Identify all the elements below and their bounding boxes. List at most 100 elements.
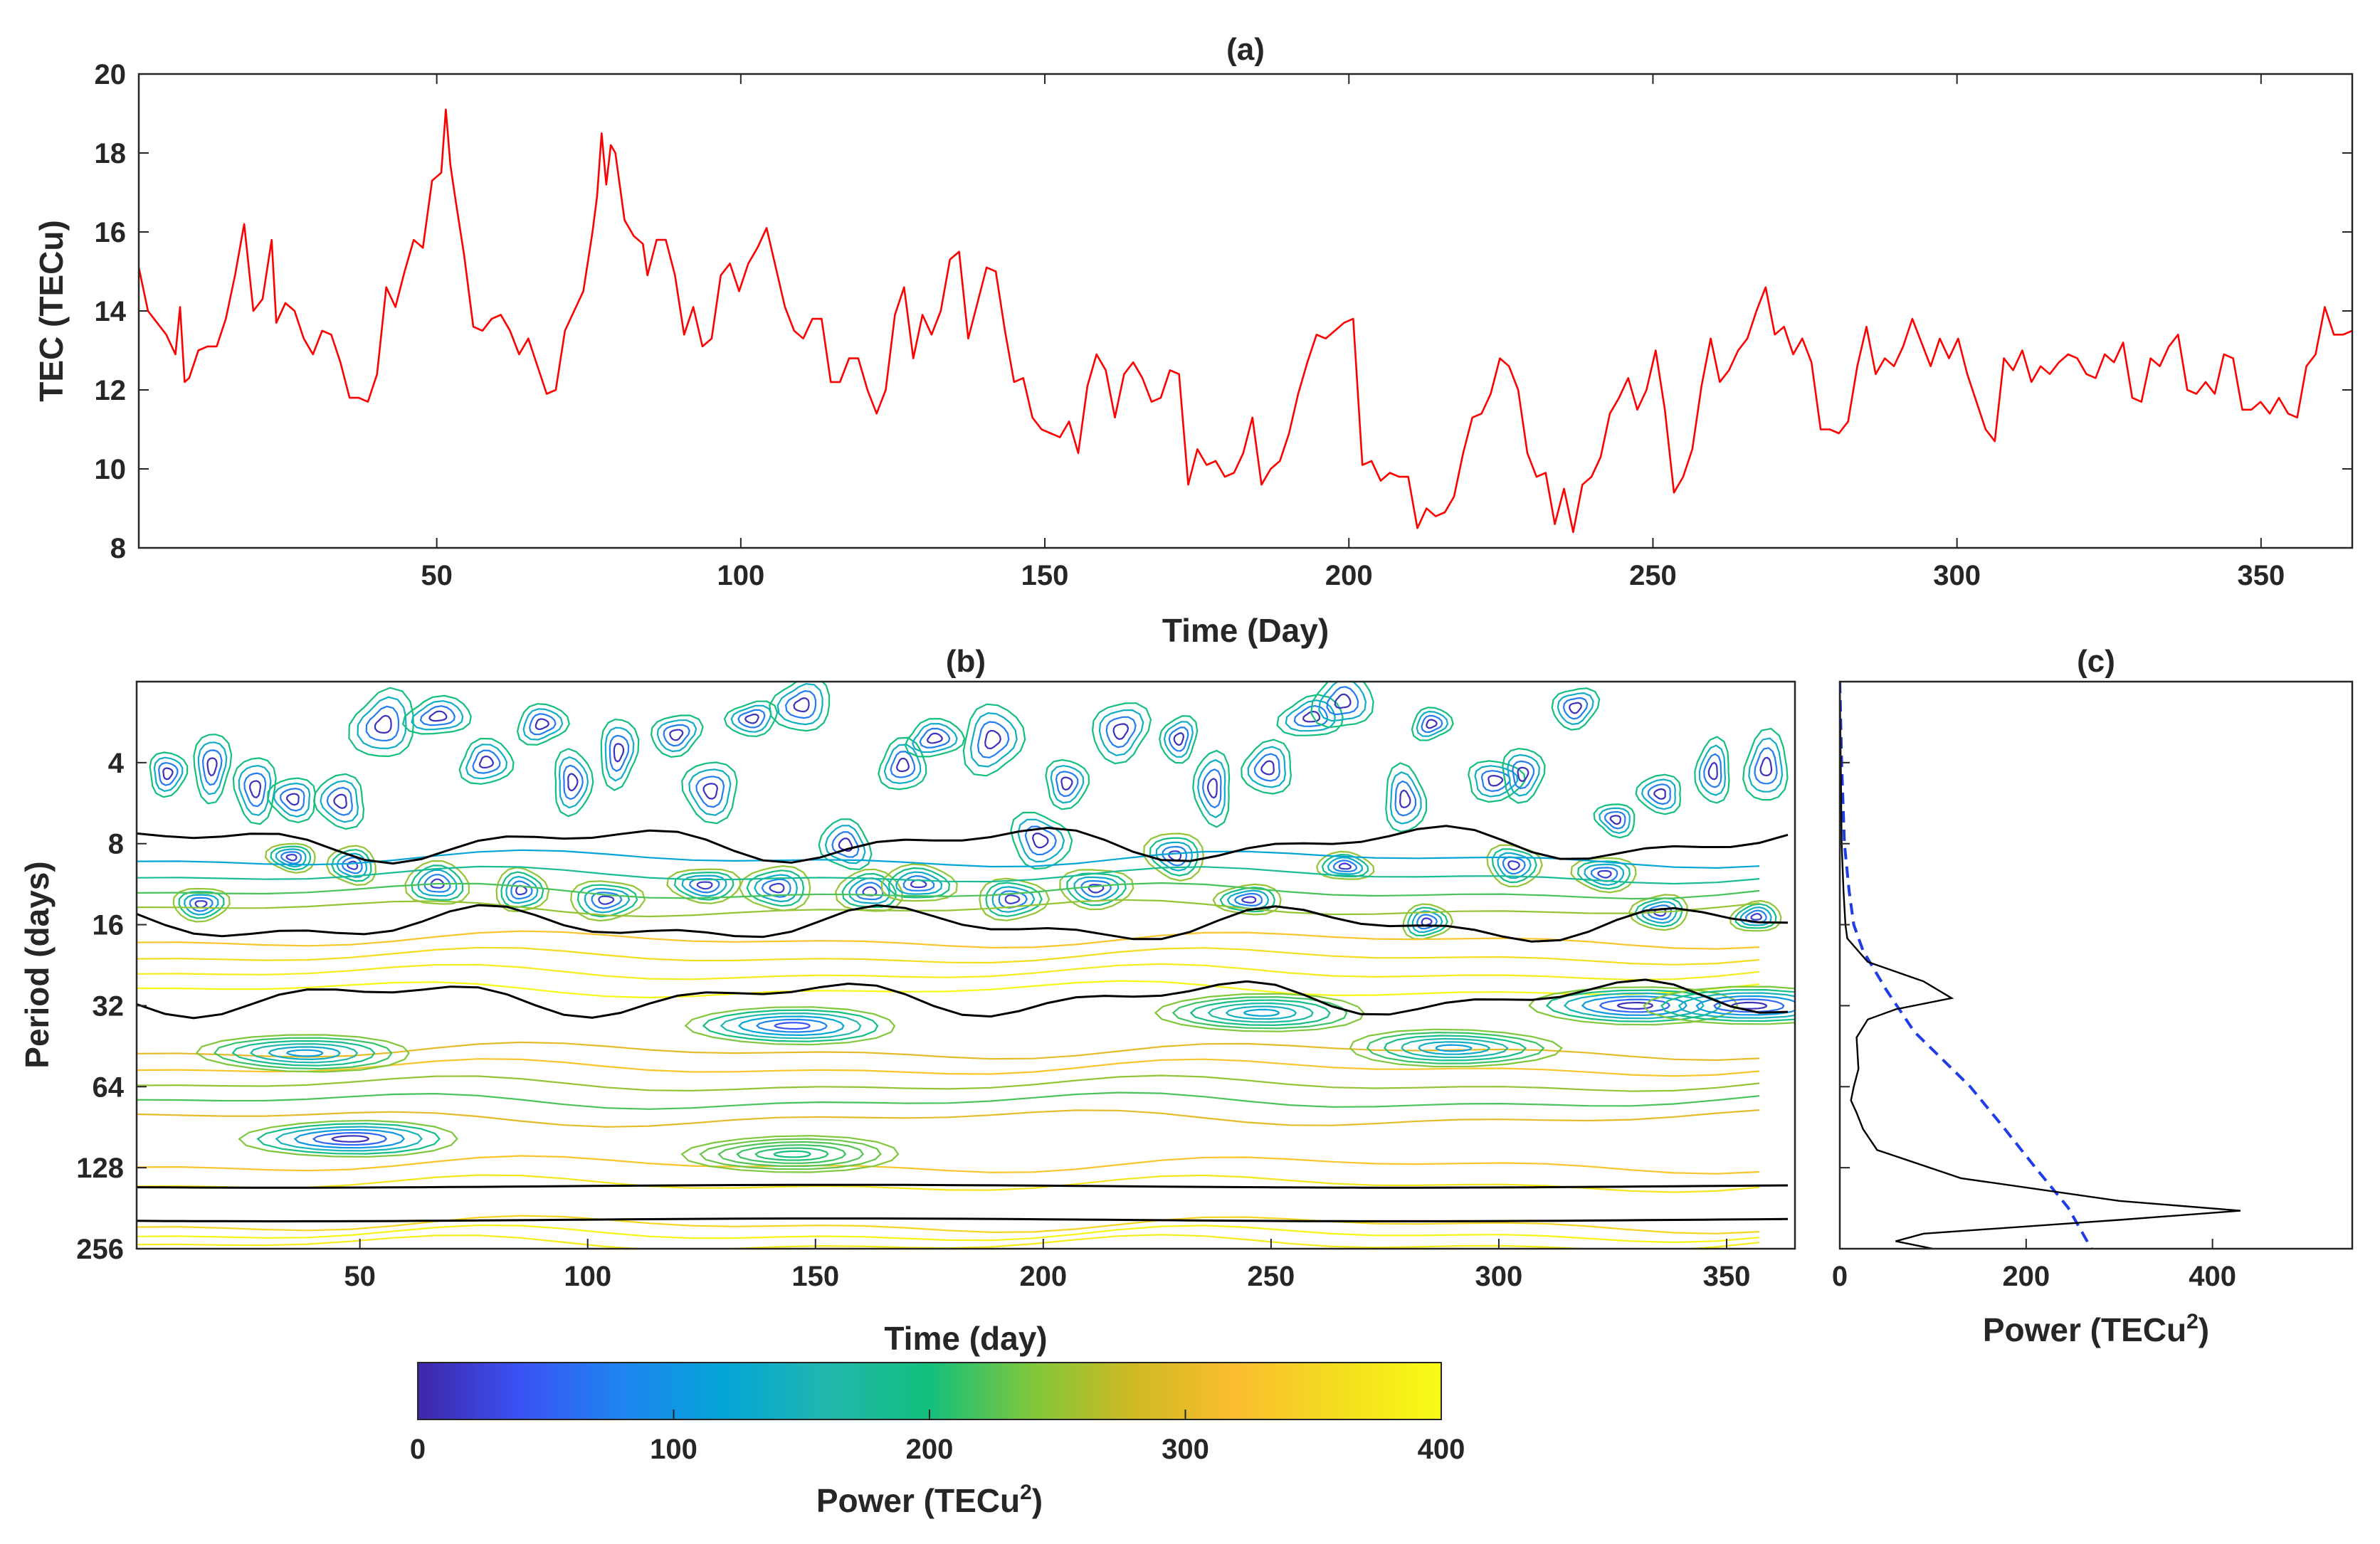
panel-b-title: (b) [946, 644, 986, 679]
colorbar-label-close: ) [1032, 1482, 1043, 1519]
wavelet-cell-contour [428, 710, 448, 722]
wavelet-cell-contour [1402, 903, 1454, 941]
wavelet-cell-contour [895, 871, 943, 895]
wavelet-cell-contour [333, 793, 347, 810]
c-xtick-label: 400 [2189, 1261, 2236, 1292]
wavelet-cell-contour [1569, 702, 1582, 714]
wavelet-cell-contour [1253, 753, 1281, 782]
wavelet-cell-contour [522, 708, 564, 741]
a-xtick-label: 350 [2237, 560, 2285, 591]
wavelet-cell-contour [1385, 762, 1428, 832]
wavelet-cell-contour [417, 869, 458, 897]
wavelet-spot-contour [1189, 999, 1331, 1027]
wavelet-cell-contour [793, 697, 810, 713]
panel-c-title: (c) [2077, 644, 2115, 679]
wavelet-cell-contour [744, 714, 759, 724]
b-xtick-label: 50 [344, 1261, 376, 1292]
wavelet-cell-contour [878, 736, 927, 790]
wavelet-cell-contour [926, 732, 943, 744]
wavelet-cell-contour [1474, 765, 1519, 798]
wavelet-cell-contour [1641, 778, 1676, 810]
wavelet-cell-contour [1219, 887, 1275, 913]
wavelet-band-contour [137, 1224, 1760, 1244]
wavelet-contours [137, 682, 1795, 1249]
wavelet-cell-contour [1502, 747, 1546, 804]
wavelet-cell-contour [1241, 739, 1292, 795]
a-ytick-label: 14 [95, 296, 127, 327]
b-ytick-label: 32 [93, 990, 125, 1022]
wavelet-cell-contour [478, 755, 494, 769]
wavelet-spot-contour [1599, 998, 1671, 1013]
wavelet-cell-contour [1734, 903, 1777, 929]
wavelet-cell-contour [510, 880, 533, 900]
wavelet-cell-contour [600, 719, 640, 791]
wavelet-cell-contour [818, 818, 873, 870]
colorbar-tick-label: 200 [906, 1434, 954, 1465]
wavelet-spot-contour [699, 1138, 882, 1170]
wavelet-cell-contour [267, 777, 316, 824]
a-ytick-label: 10 [95, 454, 127, 485]
wavelet-cell-contour [465, 744, 508, 780]
wavelet-cell-contour [529, 713, 557, 736]
wavelet-cell-contour [702, 783, 719, 800]
a-xtick-label: 200 [1325, 560, 1373, 591]
wavelet-spot-contour [1366, 1031, 1545, 1064]
wavelet-cell-contour [516, 703, 570, 746]
wavelet-cell-contour [1426, 719, 1438, 729]
wavelet-cell-contour [1045, 758, 1090, 810]
wavelet-spot-contour [1401, 1037, 1509, 1059]
wavelet-cell-contour [1088, 884, 1105, 894]
wavelet-cell-contour [979, 877, 1051, 921]
b-ytick-label: 8 [108, 829, 124, 860]
wavelet-spot-contour [774, 1022, 811, 1030]
panel-b: (b) 50 100 150 200 250 300 350 4 8 16 32 64 128 256 T… [19, 644, 1796, 1357]
wavelet-cell-contour [1551, 687, 1601, 731]
wavelet-cell-contour [730, 704, 772, 733]
wavelet-cell-contour [404, 860, 470, 905]
wavelet-cell-contour [576, 884, 638, 918]
wavelet-cell-contour [1024, 825, 1057, 856]
a-xtick-label: 250 [1629, 560, 1677, 591]
wavelet-cell-contour [1562, 697, 1589, 720]
wavelet-cell-contour [1729, 899, 1782, 932]
panel-c: (c) 0 200 400 Power (TECu2) [1832, 644, 2354, 1348]
wavelet-cell-contour [1201, 768, 1222, 809]
wavelet-cell-contour [1112, 723, 1130, 740]
colorbar-tick-label: 400 [1418, 1434, 1465, 1465]
wavelet-cell-contour [562, 764, 584, 800]
panel-c-xlabel-text: Power (TECu [1983, 1311, 2186, 1348]
wavelet-cell-contour [348, 687, 414, 758]
panel-c-xlabel-close: ) [2199, 1311, 2209, 1348]
wavelet-cell-contour [1004, 894, 1021, 905]
wavelet-cell-contour [162, 767, 174, 781]
b-xtick-label: 200 [1019, 1261, 1067, 1292]
wavelet-cell-contour [738, 864, 811, 911]
b-xtick-label: 150 [791, 1261, 839, 1292]
wavelet-cell-contour [1507, 860, 1520, 871]
wavelet-spot-contour [268, 1046, 341, 1061]
wavelet-cell-contour [232, 757, 277, 825]
wavelet-cell-contour [558, 756, 589, 809]
wavelet-cell-contour [326, 786, 353, 816]
wavelet-cell-contour [902, 874, 935, 892]
wavelet-cell-contour [374, 714, 392, 734]
a-ytick-label: 20 [95, 59, 127, 90]
wavelet-cell-contour [347, 860, 359, 870]
wavelet-cell-contour [1512, 760, 1535, 790]
wavelet-cell-contour [1421, 917, 1433, 926]
panel-a-axes-box [137, 73, 2354, 549]
colorbar-tick-label: 0 [410, 1434, 426, 1465]
wavelet-spot-contour [1207, 1002, 1314, 1023]
b-xtick-label: 300 [1475, 1261, 1523, 1292]
wavelet-band-contour [137, 930, 1760, 950]
wavelet-cell-contour [336, 852, 368, 878]
colorbar-label: Power (TECu2) [816, 1481, 1043, 1519]
wavelet-cell-contour [598, 895, 615, 905]
significance-contour [137, 1217, 1789, 1223]
wavelet-spot-contour [773, 1150, 811, 1158]
panel-c-ticks: 0 200 400 [1832, 761, 2236, 1292]
wavelet-cell-contour [895, 757, 910, 773]
wavelet-band-contour [137, 899, 1760, 918]
wavelet-cell-contour [1168, 726, 1189, 752]
wavelet-cell-contour [1597, 869, 1612, 879]
